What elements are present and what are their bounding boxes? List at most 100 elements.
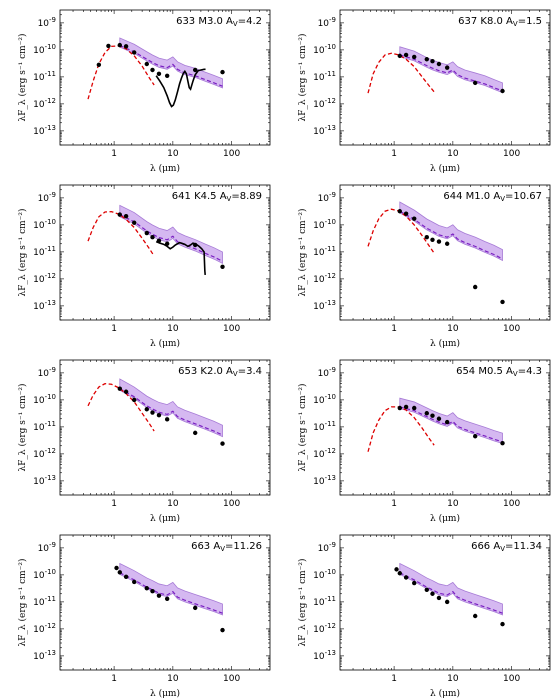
x-tick-label: 1 (111, 149, 117, 159)
x-tick-label: 100 (223, 149, 240, 159)
model-range-band (399, 46, 503, 94)
model-range-band (399, 562, 503, 616)
photometry-point (164, 241, 170, 246)
photometry-point (117, 570, 122, 575)
photometry-point (156, 413, 162, 418)
irs-spectrum-line (155, 68, 206, 108)
y-tick-label: 10-12 (33, 622, 56, 635)
y-tick-label: 10-11 (33, 70, 56, 83)
y-tick-label: 10-13 (33, 649, 56, 662)
panel-label: 663 AV=11.26 (191, 541, 262, 553)
photometry-point (444, 241, 450, 246)
panel-label: 633 M3.0 AV=4.2 (176, 16, 262, 28)
y-tick-label: 10-10 (33, 218, 56, 231)
photometry-point (473, 434, 478, 439)
x-axis-label: λ (μm) (150, 513, 180, 524)
photometry-point (117, 386, 122, 391)
photometry-point (394, 567, 399, 572)
plot-frame (59, 534, 271, 671)
sed-panel-633: 1 10 100 10-9 10-10 10-11 10-12 10-13 λ (μm) λF_λ… (17, 9, 271, 174)
x-axis-label: λ (μm) (430, 688, 460, 699)
photometry-point (436, 595, 442, 601)
y-tick-label: 10-9 (318, 191, 336, 204)
photometry-point (193, 430, 198, 436)
plot-frame (339, 184, 551, 321)
irs-spectrum-line (155, 240, 206, 276)
plot-area (367, 46, 505, 94)
y-tick-label: 10-11 (33, 245, 56, 258)
y-tick-label: 10-10 (33, 43, 56, 56)
plot-area (87, 37, 225, 108)
photometry-point (500, 299, 505, 305)
y-axis-label: λF_λ (erg s⁻¹ cm⁻²) (17, 33, 28, 121)
photometry-point (473, 613, 478, 619)
stellar-photosphere-line (367, 208, 435, 254)
y-tick-label: 10-10 (313, 568, 336, 581)
y-tick-label: 10-13 (33, 474, 56, 487)
y-tick-label: 10-13 (313, 124, 336, 137)
x-tick-label: 100 (503, 499, 520, 509)
photometry-point (144, 407, 149, 412)
photometry-point (403, 211, 409, 216)
photometry-point (430, 59, 435, 64)
x-tick-label: 10 (447, 674, 459, 684)
photometry-point (397, 209, 402, 214)
photometry-point (193, 67, 198, 73)
photometry-point (144, 586, 149, 591)
panel-label: 637 K8.0 AV=1.5 (458, 16, 542, 28)
x-tick-label: 10 (447, 499, 459, 509)
model-median-line (119, 44, 223, 87)
y-tick-label: 10-9 (38, 366, 56, 379)
x-tick-label: 1 (111, 674, 117, 684)
model-median-line (399, 210, 503, 260)
photometry-point (473, 284, 478, 290)
photometry-point (96, 62, 102, 68)
photometry-point (500, 88, 505, 94)
photometry-point (403, 52, 409, 58)
y-tick-label: 10-13 (33, 299, 56, 312)
photometry-point (424, 587, 429, 593)
x-axis-label: λ (μm) (150, 338, 180, 349)
x-axis-label: λ (μm) (430, 163, 460, 174)
photometry-point (114, 565, 119, 571)
photometry-point (156, 593, 162, 598)
x-tick-label: 10 (167, 674, 179, 684)
x-tick-label: 100 (223, 674, 240, 684)
photometry-point (397, 405, 402, 411)
model-median-line (119, 388, 223, 436)
plot-area (367, 201, 505, 305)
photometry-point (430, 413, 435, 418)
y-tick-label: 10-12 (33, 447, 56, 460)
x-tick-label: 10 (167, 499, 179, 509)
photometry-point (424, 234, 429, 240)
photometry-point (193, 242, 198, 248)
photometry-point (150, 67, 155, 73)
photometry-point (123, 44, 129, 49)
x-tick-label: 1 (391, 149, 397, 159)
photometry-point (164, 73, 170, 78)
photometry-point (144, 61, 149, 67)
model-range-band (119, 378, 223, 438)
plot-area (394, 562, 505, 627)
photometry-point (106, 43, 111, 49)
x-axis-label: λ (μm) (150, 688, 180, 699)
photometry-point (220, 69, 225, 75)
plot-area (114, 562, 225, 633)
sed-panel-663: 1 10 100 10-9 10-10 10-11 10-12 10-13 λ (μm) λF_λ… (17, 534, 271, 699)
x-tick-label: 100 (223, 324, 240, 334)
sed-panel-644: 1 10 100 10-9 10-10 10-11 10-12 10-13 λ (μm) λF_λ… (297, 184, 551, 349)
y-tick-label: 10-10 (33, 568, 56, 581)
model-median-line (399, 406, 503, 443)
x-tick-label: 1 (391, 674, 397, 684)
photometry-point (132, 397, 137, 403)
panel-label: 654 M0.5 AV=4.3 (456, 366, 542, 378)
y-tick-label: 10-13 (313, 649, 336, 662)
y-tick-label: 10-12 (313, 272, 336, 285)
plot-frame (339, 9, 551, 146)
sed-panel-637: 1 10 100 10-9 10-10 10-11 10-12 10-13 λ (μm) λF_λ… (297, 9, 551, 174)
y-axis-label: λF_λ (erg s⁻¹ cm⁻²) (17, 208, 28, 296)
y-tick-label: 10-10 (313, 43, 336, 56)
plot-area (87, 204, 225, 276)
model-range-band (119, 37, 223, 89)
